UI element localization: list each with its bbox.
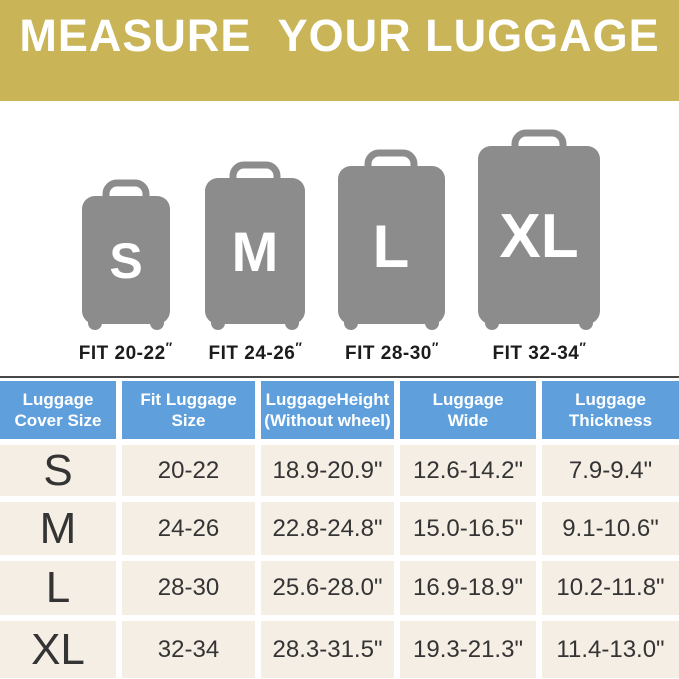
cell-m-thickness: 9.1-10.6" [542, 502, 679, 555]
suitcase-m-letter: M [232, 220, 279, 283]
fit-label-s-inch-mark: ″ [165, 340, 173, 355]
size-figure-l: L FIT 28-30″ [338, 149, 446, 365]
cell-xl-thickness: 11.4-13.0" [542, 621, 679, 678]
fit-label-xl-inch-mark: ″ [579, 340, 586, 355]
cell-s-fit: 20-22 [122, 445, 255, 496]
cell-m-fit: 24-26 [122, 502, 255, 555]
suitcase-s-letter: S [109, 233, 142, 289]
banner: MEASURE YOUR LUGGAGE [0, 0, 679, 101]
size-chart-table: Luggage Cover Size Fit Luggage Size Lugg… [0, 376, 679, 678]
fit-label-m-inch-mark: ″ [295, 340, 302, 355]
suitcase-row: S FIT 20-22″ M FIT 24-26″ L FIT 28-30 [0, 129, 679, 365]
size-figure-s: S FIT 20-22″ [79, 179, 172, 365]
cell-size-m: M [0, 502, 116, 555]
cell-size-xl: XL [0, 621, 116, 678]
cell-m-wide: 15.0-16.5" [400, 502, 536, 555]
fit-label-xl-text: FIT 32-34 [492, 342, 580, 364]
suitcase-s-icon: S [81, 179, 170, 330]
cell-size-l: L [0, 561, 116, 615]
fit-label-s-text: FIT 20-22 [78, 342, 166, 364]
page-title: MEASURE YOUR LUGGAGE [19, 10, 660, 62]
cell-m-height: 22.8-24.8" [261, 502, 394, 555]
header-luggage-thickness: Luggage Thickness [542, 381, 679, 439]
fit-label-l-text: FIT 28-30 [345, 342, 432, 364]
header-fit-luggage-size: Fit Luggage Size [122, 381, 255, 439]
cell-l-thickness: 10.2-11.8" [542, 561, 679, 615]
size-figure-xl: XL FIT 32-34″ [478, 129, 601, 365]
cell-size-s: S [0, 445, 116, 496]
cell-l-wide: 16.9-18.9" [400, 561, 536, 615]
cell-xl-fit: 32-34 [122, 621, 255, 678]
suitcase-l-icon: L [338, 149, 446, 330]
fit-label-xl: FIT 32-34″ [493, 340, 586, 365]
header-luggage-cover-size: Luggage Cover Size [0, 381, 116, 439]
suitcase-l-letter: L [373, 213, 410, 280]
suitcase-m-icon: M [205, 161, 306, 330]
suitcase-xl-letter: XL [500, 202, 579, 271]
table-grid: Luggage Cover Size Fit Luggage Size Lugg… [0, 381, 679, 678]
cell-s-thickness: 7.9-9.4" [542, 445, 679, 496]
size-figure-m: M FIT 24-26″ [205, 161, 306, 365]
header-luggage-wide: Luggage Wide [400, 381, 536, 439]
cell-s-wide: 12.6-14.2" [400, 445, 536, 496]
cell-s-height: 18.9-20.9" [261, 445, 394, 496]
cell-xl-wide: 19.3-21.3" [400, 621, 536, 678]
table-top-rule [0, 376, 679, 378]
fit-label-l-inch-mark: ″ [431, 340, 439, 355]
suitcase-xl-icon: XL [478, 129, 601, 330]
fit-label-s: FIT 20-22″ [79, 340, 172, 365]
fit-label-m: FIT 24-26″ [209, 340, 302, 365]
cell-l-fit: 28-30 [122, 561, 255, 615]
cell-l-height: 25.6-28.0" [261, 561, 394, 615]
header-luggage-height: LuggageHeight (Without wheel) [261, 381, 394, 439]
luggage-illustration-section: S FIT 20-22″ M FIT 24-26″ L FIT 28-30 [0, 101, 679, 376]
fit-label-m-text: FIT 24-26 [208, 342, 296, 364]
cell-xl-height: 28.3-31.5" [261, 621, 394, 678]
fit-label-l: FIT 28-30″ [345, 340, 438, 365]
